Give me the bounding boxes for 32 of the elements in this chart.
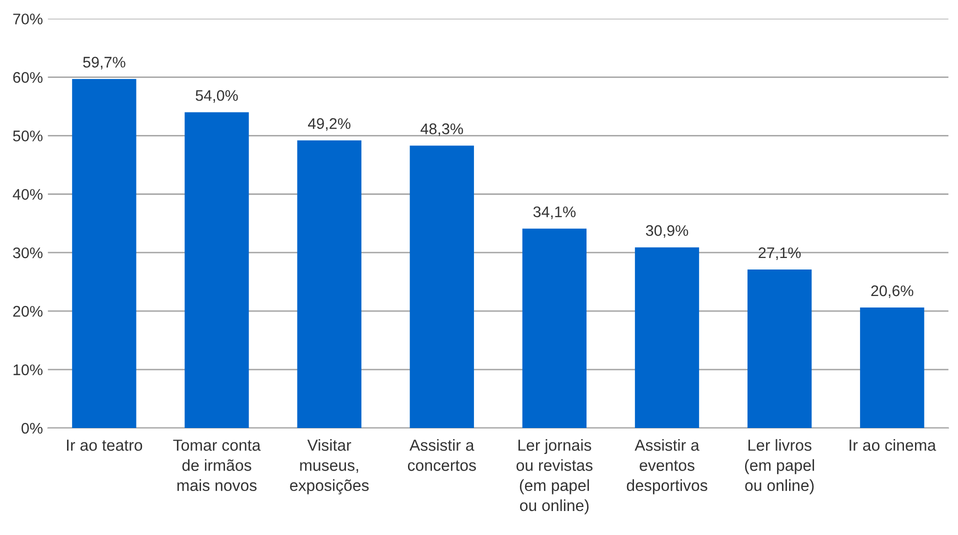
- x-tick-label: Visitar museus, exposições: [290, 439, 369, 494]
- data-label: 59,7%: [83, 56, 126, 70]
- y-tick-label: 0%: [22, 422, 42, 434]
- x-tick-label: Tomar conta de irmãos mais novos: [173, 440, 261, 492]
- y-tick-label: 20%: [13, 306, 42, 317]
- data-label: 48,3%: [420, 123, 463, 136]
- data-label: 30,9%: [646, 225, 688, 238]
- bar: [72, 78, 136, 428]
- y-tick-label: 50%: [13, 130, 42, 142]
- data-label: 20,6%: [871, 285, 914, 298]
- y-tick-label: 10%: [14, 364, 42, 376]
- x-tick-label: Ir ao teatro: [67, 440, 142, 451]
- y-tick-label: 60%: [13, 72, 42, 83]
- bar: [860, 308, 924, 428]
- x-tick-label: Assistir a eventos desportivos: [626, 439, 708, 494]
- data-label: 34,1%: [533, 206, 576, 220]
- x-tick-label: Ler jornais ou revistas (em papel ou online): [516, 439, 592, 514]
- bar: [522, 228, 587, 428]
- x-tick-label: Assistir a concertos: [408, 439, 476, 471]
- data-label: 54,0%: [196, 90, 238, 103]
- data-label: 27,1%: [758, 247, 801, 260]
- bar: [634, 247, 700, 428]
- bar: [184, 112, 249, 428]
- x-tick-label: Ler livros (em papel ou online): [745, 439, 814, 494]
- y-tick-label: 30%: [13, 247, 42, 258]
- x-tick-label: Ir ao cinema: [850, 439, 936, 451]
- bar: [297, 140, 362, 428]
- y-tick-label: 40%: [12, 188, 42, 200]
- bar: [410, 146, 474, 428]
- bar: [747, 270, 812, 428]
- y-tick-label: 70%: [13, 14, 42, 24]
- data-label: 49,2%: [308, 118, 350, 131]
